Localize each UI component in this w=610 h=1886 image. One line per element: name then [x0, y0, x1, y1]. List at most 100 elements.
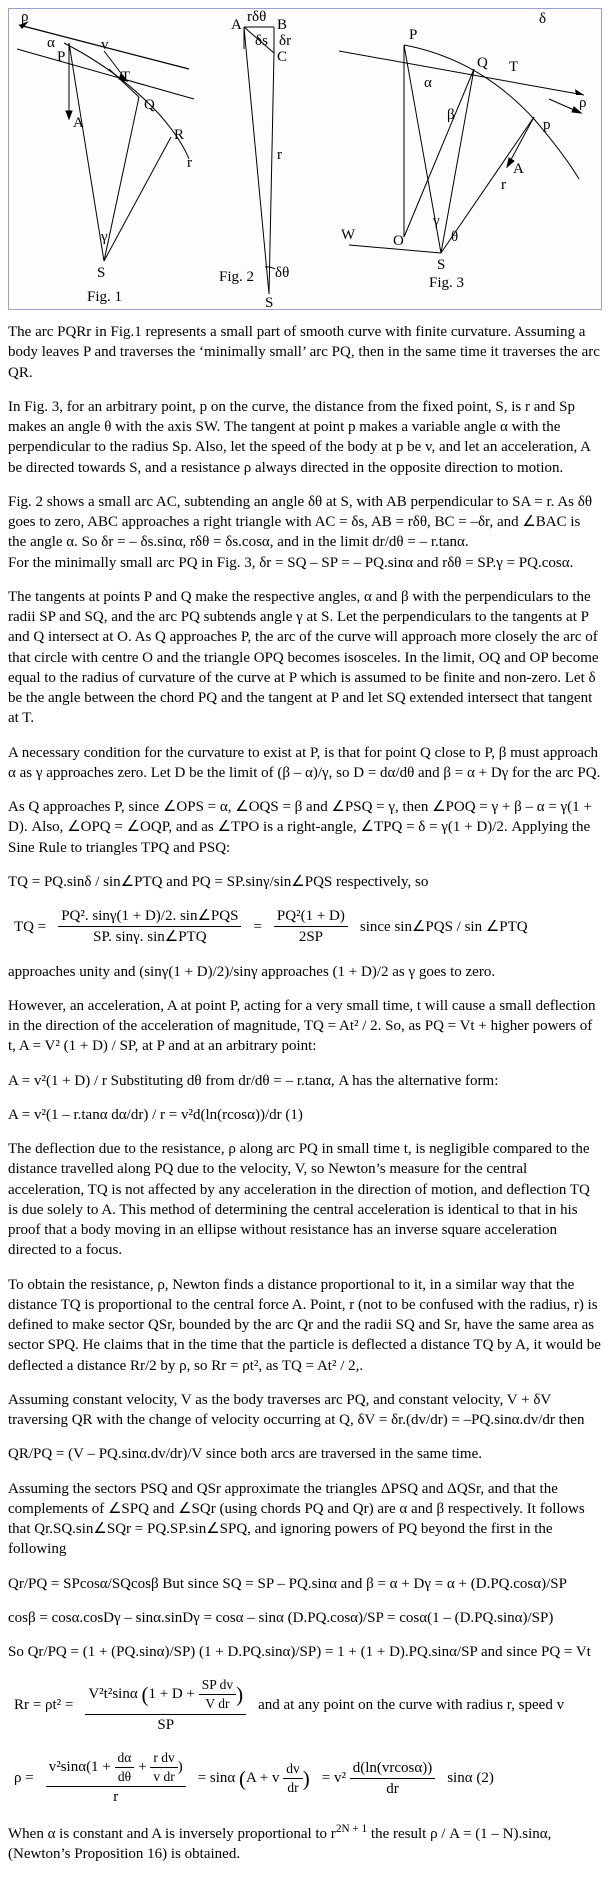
para-16: Assuming the sectors PSQ and QSr approxi…: [8, 1479, 602, 1560]
eq-rho-f1d: dθ: [115, 1768, 135, 1786]
para-13: To obtain the resistance, ρ, Newton find…: [8, 1275, 602, 1376]
svg-text:S: S: [265, 295, 273, 309]
eq-TQ-frac1: PQ². sinγ(1 + D)/2. sin∠PQS SP. sinγ. si…: [58, 906, 241, 948]
rparen2-icon: ): [303, 1766, 310, 1790]
eq-rho-denB: r: [46, 1787, 186, 1807]
para-18: cosβ = cosα.cosDγ – sinα.sinDγ = cosα – …: [8, 1608, 602, 1628]
para-3a: Fig. 2 shows a small arc AC, subtending …: [8, 494, 592, 551]
para-5: A necessary condition for the curvature …: [8, 743, 602, 784]
eq-rho-fCn: dv: [283, 1760, 303, 1779]
eq-rho-tail: sinα (2): [441, 1749, 500, 1808]
para-7: TQ = PQ.sinδ / sin∠PTQ and PQ = SP.sinγ/…: [8, 872, 602, 892]
para-15: QR/PQ = (V – PQ.sinα.dv/dr)/V since both…: [8, 1444, 602, 1464]
svg-text:O: O: [393, 233, 404, 249]
para-2: In Fig. 3, for an arbitrary point, p on …: [8, 397, 602, 478]
eq-rho-f1: dα dθ: [115, 1749, 135, 1786]
eq-TQ-tail: since sin∠PQS / sin ∠PTQ: [354, 906, 534, 948]
svg-text:ρ: ρ: [579, 95, 587, 111]
svg-text:r: r: [187, 155, 192, 171]
svg-text:r: r: [277, 147, 282, 163]
eq-TQ-den2: 2SP: [274, 927, 348, 947]
eq-rho-lhs: ρ =: [8, 1749, 40, 1808]
eq-rho-numB-post: ): [178, 1759, 183, 1775]
svg-text:r: r: [501, 177, 506, 193]
svg-text:rδθ: rδθ: [247, 9, 266, 25]
figures-svg: ρ α P v T Q R r A γ S Fig. 1 A rδθ B δr: [9, 9, 601, 309]
para-17: Qr/PQ = SPcosα/SQcosβ But since SQ = SP …: [8, 1574, 602, 1594]
para-12: The deflection due to the resistance, ρ …: [8, 1139, 602, 1261]
para-9: However, an acceleration, A at point P, …: [8, 996, 602, 1057]
svg-text:Fig. 3: Fig. 3: [429, 275, 464, 291]
eq-rho-numB-mid: +: [138, 1759, 146, 1775]
svg-text:A: A: [513, 161, 524, 177]
eq-Rr-lhs: Rr = ρt² =: [8, 1676, 79, 1735]
eq-Rr-frac: V²t²sinα (1 + D + SP dv V dr ) SP: [85, 1676, 246, 1735]
lparen2-icon: (: [239, 1766, 246, 1790]
eq-TQ-lhs: TQ =: [8, 906, 52, 948]
svg-text:A: A: [231, 17, 242, 33]
svg-text:v: v: [101, 37, 109, 53]
eq-rho-mid1: = sinα (A + v dv dr ): [192, 1749, 316, 1808]
svg-text:A: A: [73, 115, 84, 131]
svg-text:P: P: [57, 49, 65, 65]
svg-text:α: α: [424, 75, 432, 91]
eq-Rr-den: SP: [85, 1715, 246, 1735]
eq-rho-eq1: = sinα: [198, 1770, 236, 1786]
fig2-group: A rδθ B δr C δs r δθ S Fig. 2: [219, 9, 291, 309]
svg-text:γ: γ: [100, 229, 108, 245]
fig1-group: ρ α P v T Q R r A γ S Fig. 1: [17, 9, 194, 305]
svg-text:R: R: [174, 127, 184, 143]
svg-text:δ: δ: [539, 11, 546, 27]
eq-Rr-tail: and at any point on the curve with radiu…: [252, 1676, 570, 1735]
svg-text:Fig. 1: Fig. 1: [87, 289, 122, 305]
eq-Rr: Rr = ρt² = V²t²sinα (1 + D + SP dv V dr …: [8, 1676, 570, 1735]
eq-rho-f2d: v dr: [150, 1768, 177, 1786]
eq-TQ-num1: PQ². sinγ(1 + D)/2. sin∠PQS: [58, 906, 241, 927]
eq-rho-fC: dv dr: [283, 1760, 303, 1797]
eq-rho-numB: v²sinα(1 + dα dθ + r dv v dr ): [46, 1749, 186, 1787]
svg-text:γ: γ: [432, 213, 440, 229]
para-6: As Q approaches P, since ∠OPS = α, ∠OQS …: [8, 797, 602, 858]
svg-text:δr: δr: [279, 33, 291, 49]
lparen-icon: (: [141, 1683, 148, 1707]
eq-Rr-inden: V dr: [199, 1695, 236, 1713]
eq-Rr-numA: V²t²sinα: [88, 1686, 137, 1702]
para-14: Assuming constant velocity, V as the bod…: [8, 1390, 602, 1431]
eq-rho-f2: r dv v dr: [150, 1749, 177, 1786]
svg-text:β: β: [447, 107, 455, 123]
eq-rho-numB-pre: v²sinα(1 +: [49, 1759, 111, 1775]
eq-TQ-num2: PQ²(1 + D): [274, 906, 348, 927]
svg-text:θ: θ: [451, 229, 458, 245]
svg-text:W: W: [341, 227, 356, 243]
svg-text:B: B: [277, 17, 287, 33]
svg-text:δθ: δθ: [275, 265, 289, 281]
svg-text:S: S: [97, 265, 105, 281]
eq-rho-fDn: d(ln(vrcosα)): [350, 1758, 436, 1779]
svg-text:C: C: [277, 49, 287, 65]
para-1: The arc PQRr in Fig.1 represents a small…: [8, 322, 602, 383]
svg-text:α: α: [47, 35, 55, 51]
eq-TQ-eq: =: [247, 906, 267, 948]
svg-text:T: T: [121, 69, 130, 85]
eq-rho-fD: d(ln(vrcosα)) dr: [350, 1758, 436, 1800]
svg-text:Q: Q: [477, 55, 488, 71]
svg-text:P: P: [409, 27, 417, 43]
para-11: A = v²(1 – r.tanα dα/dr) / r = v²d(ln(rc…: [8, 1105, 602, 1125]
rparen-icon: ): [236, 1683, 243, 1707]
para-3b: For the minimally small arc PQ in Fig. 3…: [8, 555, 573, 571]
para-19: So Qr/PQ = (1 + (PQ.sinα)/SP) (1 + D.PQ.…: [8, 1642, 602, 1662]
svg-text:T: T: [509, 59, 518, 75]
eq-TQ-den1: SP. sinγ. sin∠PTQ: [58, 927, 241, 947]
eq-Rr-num: V²t²sinα (1 + D + SP dv V dr ): [85, 1676, 246, 1714]
eq-rho-fracB: v²sinα(1 + dα dθ + r dv v dr ) r: [46, 1749, 186, 1808]
svg-text:Q: Q: [144, 97, 155, 113]
eq-rho: ρ = v²sinα(1 + dα dθ + r dv v dr ) r = s…: [8, 1749, 500, 1808]
svg-text:S: S: [437, 257, 445, 273]
svg-text:ρ: ρ: [21, 9, 29, 25]
svg-text:δs: δs: [255, 33, 268, 49]
para-10: A = v²(1 + D) / r Substituting dθ from d…: [8, 1071, 602, 1091]
eq-rho-fCd: dr: [283, 1779, 303, 1797]
svg-text:p: p: [543, 117, 551, 133]
figures-panel: ρ α P v T Q R r A γ S Fig. 1 A rδθ B δr: [8, 8, 602, 310]
eq-rho-fDd: dr: [350, 1779, 436, 1799]
